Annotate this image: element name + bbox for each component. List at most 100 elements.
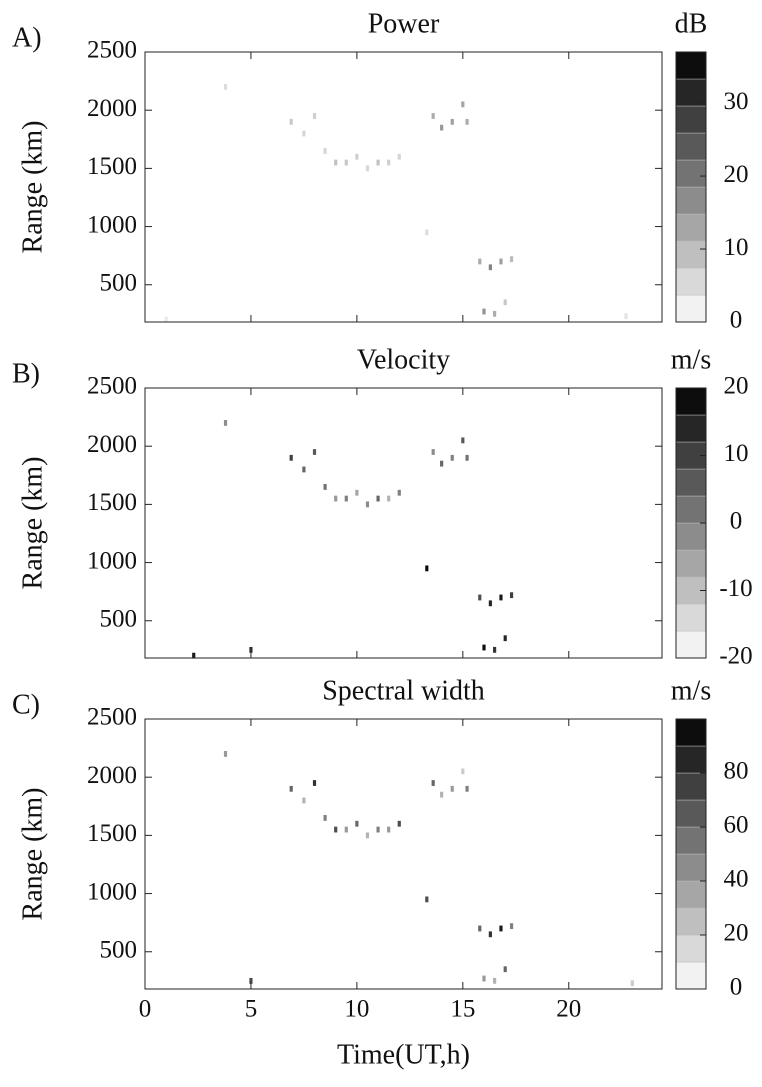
heatmap-cell [323, 148, 327, 154]
colorbar-tick-label: 20 [724, 920, 749, 947]
heatmap-cell [450, 785, 454, 792]
heatmap-cell [164, 316, 168, 323]
heatmap-cell [509, 592, 514, 599]
plot-frame [144, 387, 663, 659]
heatmap-cell [223, 84, 228, 90]
colorbar-band [675, 495, 707, 524]
heatmap-cell [397, 153, 401, 160]
colorbar-tick-label: 40 [724, 866, 749, 893]
panel-title: Velocity [357, 344, 450, 375]
colorbar-tick-label: 30 [724, 88, 749, 115]
heatmap-cell [289, 118, 293, 125]
heatmap-cell [425, 896, 429, 903]
colorbar-band [675, 799, 707, 828]
heatmap-cell [624, 313, 628, 320]
heatmap-cell [488, 600, 492, 607]
heatmap-cell [312, 113, 317, 119]
colorbar-tick-label: 20 [724, 373, 749, 400]
colorbar-band [675, 105, 707, 134]
heatmap-cell [461, 101, 465, 108]
heatmap-cell [482, 975, 486, 982]
colorbar-band [675, 961, 707, 990]
heatmap-cell [465, 454, 469, 461]
heatmap-cell [478, 925, 482, 932]
heatmap-cell [509, 256, 514, 263]
panel-label: B) [12, 358, 40, 389]
heatmap-cell [387, 826, 391, 833]
heatmap-cell [440, 460, 444, 467]
heatmap-cell [503, 966, 507, 973]
heatmap-cell [376, 495, 380, 502]
heatmap-cell [223, 420, 228, 426]
colorbar-band [675, 907, 707, 936]
colorbar-label: m/s [671, 344, 711, 375]
y-tick-label: 1000 [87, 211, 137, 238]
panel-title: Power [368, 8, 440, 39]
heatmap-cell [450, 454, 454, 461]
heatmap-cell [302, 797, 306, 804]
heatmap-cell [192, 652, 196, 659]
heatmap-cell [355, 489, 359, 496]
heatmap-cell [493, 310, 497, 317]
colorbar-band [675, 603, 707, 632]
plot-frame [144, 51, 663, 323]
x-tick-label: 20 [556, 996, 581, 1023]
colorbar-band [675, 826, 707, 855]
y-tick-label: 2500 [87, 373, 137, 400]
heatmap-cell [223, 751, 228, 757]
heatmap-cell [365, 165, 370, 172]
colorbar-band [675, 387, 707, 416]
x-tick-label: 0 [139, 996, 152, 1023]
heatmap-cell [334, 159, 338, 166]
x-tick-label: 10 [344, 996, 369, 1023]
colorbar-band [675, 159, 707, 188]
heatmap-cell [425, 565, 429, 572]
heatmap-cell [431, 780, 435, 786]
colorbar-band [675, 630, 707, 659]
colorbar-band [675, 718, 707, 747]
heatmap-cell [355, 820, 359, 827]
y-tick-label: 500 [100, 936, 138, 963]
colorbar-frame [675, 51, 707, 323]
heatmap-cell [431, 113, 435, 119]
y-tick-label: 500 [100, 269, 138, 296]
heatmap-cell [323, 815, 327, 821]
heatmap-cell [344, 826, 348, 833]
heatmap-cell [397, 820, 401, 827]
y-axis-label: Range (km) [17, 788, 48, 921]
heatmap-cell [478, 594, 482, 601]
colorbar-band [675, 880, 707, 909]
colorbar-band [675, 522, 707, 551]
heatmap-cell [493, 646, 497, 653]
heatmap-cell [249, 977, 253, 984]
heatmap-cell [289, 785, 293, 792]
heatmap-cell [334, 495, 338, 502]
colorbar-band [675, 213, 707, 242]
heatmap-cell [465, 785, 469, 792]
colorbar-tick-label: 10 [724, 440, 749, 467]
colorbar-band [675, 853, 707, 882]
y-tick-label: 1500 [87, 489, 137, 516]
heatmap-cell [461, 437, 465, 444]
heatmap-cell [488, 264, 492, 271]
heatmap-cell [344, 159, 348, 166]
heatmap-cell [440, 124, 444, 131]
heatmap-cell [482, 308, 486, 315]
colorbar-tick-label: 0 [730, 974, 743, 1001]
heatmap-cell [365, 501, 370, 508]
heatmap-cell [431, 449, 435, 455]
y-tick-label: 2000 [87, 95, 137, 122]
heatmap-cell [334, 826, 338, 833]
y-axis-label: Range (km) [17, 121, 48, 254]
heatmap-cell [397, 489, 401, 496]
panel-label: C) [12, 689, 40, 720]
panel-label: A) [12, 22, 42, 53]
x-tick-label: 15 [450, 996, 475, 1023]
heatmap-cell [493, 977, 497, 984]
heatmap-cell [499, 925, 503, 932]
heatmap-cell [302, 130, 306, 137]
heatmap-cell [440, 791, 444, 798]
colorbar-band [675, 51, 707, 80]
heatmap-cell [450, 118, 454, 125]
y-tick-label: 1500 [87, 153, 137, 180]
